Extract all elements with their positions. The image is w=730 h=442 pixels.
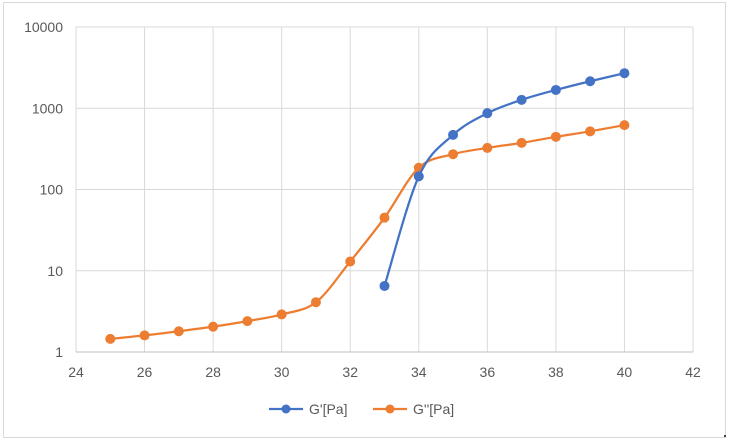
y-tick-label: 1 (55, 344, 63, 360)
x-tick-label: 28 (205, 364, 221, 380)
data-point[interactable] (242, 316, 253, 327)
data-point[interactable] (619, 120, 630, 131)
x-tick-label: 34 (411, 364, 427, 380)
x-tick-label: 40 (617, 364, 633, 380)
y-tick-label: 10 (47, 263, 63, 279)
data-point[interactable] (516, 137, 527, 148)
x-tick-label: 42 (685, 364, 701, 380)
x-tick-label: 36 (480, 364, 496, 380)
data-point[interactable] (550, 84, 561, 95)
data-point[interactable] (379, 280, 390, 291)
data-point[interactable] (516, 94, 527, 105)
data-point[interactable] (619, 68, 630, 79)
data-point[interactable] (585, 126, 596, 137)
series-layer (105, 68, 630, 344)
x-tick-label: 30 (274, 364, 290, 380)
data-point[interactable] (448, 129, 459, 140)
data-point[interactable] (173, 326, 184, 337)
y-tick-label: 10000 (24, 19, 63, 35)
data-point[interactable] (105, 333, 116, 344)
data-point[interactable] (550, 131, 561, 142)
data-point[interactable] (139, 330, 150, 341)
data-point[interactable] (585, 76, 596, 87)
legend-label: G'[Pa] (309, 401, 347, 417)
x-tick-label: 38 (548, 364, 564, 380)
y-tick-label: 1000 (32, 100, 63, 116)
data-point[interactable] (448, 149, 459, 160)
data-point[interactable] (276, 309, 287, 320)
legend-marker (385, 404, 395, 414)
x-tick-label: 32 (342, 364, 358, 380)
y-tick-label: 100 (40, 182, 64, 198)
chart-frame (3, 2, 726, 438)
legend-marker (281, 404, 291, 414)
gridlines (75, 26, 694, 353)
x-tick-label: 24 (68, 364, 84, 380)
series-line-g-double-prime (110, 124, 625, 341)
data-point[interactable] (345, 256, 356, 267)
axes: 24 26 28 30 32 34 36 38 40 42 1 10 100 1000 10000 (24, 19, 701, 380)
data-point[interactable] (310, 297, 321, 308)
data-point[interactable] (482, 108, 493, 119)
legend[interactable]: G'[Pa] G''[Pa] (269, 401, 454, 417)
corner-mark (724, 435, 726, 437)
x-tick-label: 26 (137, 364, 153, 380)
data-point[interactable] (482, 142, 493, 153)
data-point[interactable] (379, 212, 390, 223)
data-point[interactable] (413, 171, 424, 182)
data-point[interactable] (208, 321, 219, 332)
legend-label: G''[Pa] (413, 401, 454, 417)
